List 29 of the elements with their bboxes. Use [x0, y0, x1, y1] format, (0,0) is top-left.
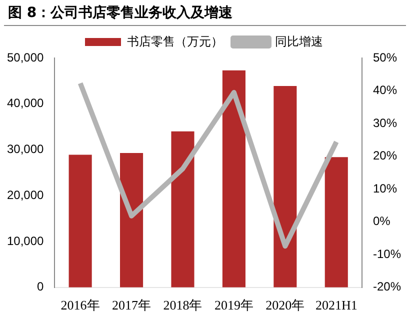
x-tick-label: 2019年: [214, 298, 254, 313]
bar: [120, 152, 144, 288]
y2-tick-label: -10%: [372, 246, 402, 261]
y2-tick-label: 50%: [372, 50, 398, 64]
y-tick-label: 10,000: [7, 234, 44, 248]
chart-title: 图 8：公司书店零售业务收入及增速: [4, 0, 406, 26]
legend-label: 同比增速: [275, 34, 323, 48]
bar: [68, 154, 92, 288]
x-tick-label: 2018年: [163, 298, 202, 313]
y-tick-label: 0: [37, 280, 44, 294]
y-tick-label: 20,000: [7, 188, 44, 202]
bar: [274, 86, 297, 288]
y2-tick-label: -20%: [372, 280, 402, 294]
y2-tick-label: 20%: [372, 148, 398, 163]
y2-tick-label: 10%: [372, 181, 398, 196]
x-tick-label: 2017年: [112, 298, 152, 313]
legend-label: 书店零售（万元）: [127, 34, 223, 48]
y2-tick-label: 0%: [372, 214, 391, 228]
y2-tick-label: 30%: [372, 116, 398, 130]
y2-tick-label: 40%: [372, 83, 398, 98]
x-tick-label: 2021H1: [315, 298, 358, 313]
x-tick-label: 2020年: [266, 298, 305, 313]
y-tick-label: 40,000: [7, 96, 44, 110]
bar: [171, 131, 194, 288]
y-tick-label: 50,000: [7, 50, 44, 64]
bar: [324, 157, 348, 288]
x-tick-label: 2016年: [60, 298, 100, 313]
y-tick-label: 30,000: [7, 142, 44, 156]
bar: [222, 70, 246, 288]
